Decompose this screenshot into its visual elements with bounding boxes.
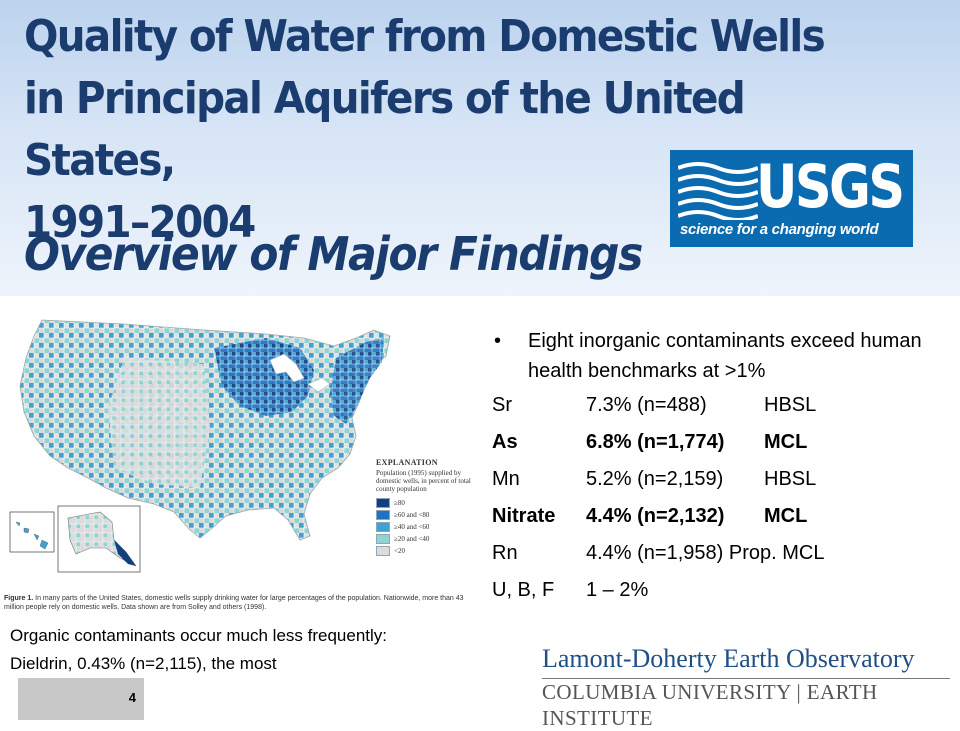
legend-swatch — [376, 546, 390, 556]
title-line-2: in Principal Aquifers of the United Stat… — [24, 73, 746, 186]
upper-midwest-high-use-region — [214, 338, 314, 416]
title-line-1: Quality of Water from Domestic Wells — [24, 11, 826, 62]
legend-row: ≥60 and <80 — [376, 509, 472, 521]
slide-subtitle: Overview of Major Findings — [24, 227, 643, 281]
bullet-text: Eight inorganic contaminants exceed huma… — [528, 330, 922, 382]
legend-row: ≥80 — [376, 497, 472, 509]
legend-swatch — [376, 498, 390, 508]
southeast-mid-use-region — [244, 426, 334, 494]
legend-label: ≥20 and <40 — [394, 535, 430, 543]
hawaii-islands — [15, 521, 49, 550]
contaminant-detail: 1 – 2% — [586, 579, 649, 601]
contaminant-name: Mn — [492, 468, 520, 490]
legend-label: ≥40 and <60 — [394, 523, 430, 531]
alaska-southeast-region — [114, 540, 136, 566]
us-county-map — [9, 319, 391, 573]
legend-label: <20 — [394, 547, 405, 555]
contaminant-detail: 7.3% (n=488) — [586, 394, 707, 416]
legend-swatch — [376, 534, 390, 544]
legend-swatch — [376, 510, 390, 520]
legend-label: ≥80 — [394, 499, 405, 507]
contaminant-benchmark: MCL — [764, 505, 808, 527]
usgs-wave-icon — [678, 162, 758, 220]
usgs-logo: USGS science for a changing world — [670, 150, 913, 247]
map-legend-title: EXPLANATION — [376, 458, 438, 467]
contaminant-name: Nitrate — [492, 505, 556, 527]
legend-row: <20 — [376, 545, 472, 557]
figure-caption: Figure 1. In many parts of the United St… — [4, 594, 474, 612]
hawaii-inset-frame — [9, 511, 55, 553]
map-legend: EXPLANATION Population (1995) supplied b… — [376, 458, 472, 557]
contaminant-benchmark: HBSL — [764, 394, 817, 416]
contaminant-detail: 6.8% (n=1,774) — [586, 431, 725, 453]
ldeo-affiliation: COLUMBIA UNIVERSITY | EARTH INSTITUTE — [542, 680, 878, 730]
organic-line-2: Dieldrin, 0.43% (n=2,115), the most — [10, 654, 277, 673]
domestic-wells-map-figure: EXPLANATION Population (1995) supplied b… — [4, 308, 474, 613]
slide-number-box: 4 — [18, 678, 144, 720]
title-line-3: 1991–2004 — [24, 197, 256, 248]
ldeo-divider — [542, 678, 950, 679]
contaminant-name: U, B, F — [492, 579, 555, 601]
legend-row: ≥20 and <40 — [376, 533, 472, 545]
legend-label: ≥60 and <80 — [394, 511, 430, 519]
northeast-high-use-region — [330, 338, 384, 424]
organic-contaminants-note: Organic contaminants occur much less fre… — [10, 622, 570, 678]
figure-caption-label: Figure 1. — [4, 595, 34, 602]
ldeo-columbia-logo: Lamont-Doherty Earth Observatory COLUMBI… — [542, 642, 952, 731]
contaminant-detail: 5.2% (n=2,159) — [586, 468, 724, 490]
slide-number: 4 — [128, 690, 136, 705]
legend-row: ≥40 and <60 — [376, 521, 472, 533]
organic-line-1: Organic contaminants occur much less fre… — [10, 626, 388, 645]
contaminant-detail: 4.4% (n=2,132) — [586, 505, 725, 527]
ldeo-name: Lamont-Doherty Earth Observatory — [542, 644, 915, 673]
contaminant-detail: 4.4% (n=1,958) Prop. MCL — [586, 542, 825, 564]
contaminant-benchmark: MCL — [764, 431, 808, 453]
plains-low-use-region — [108, 358, 210, 488]
usgs-wordmark: USGS — [756, 152, 905, 222]
usgs-tagline: science for a changing world — [680, 221, 879, 238]
legend-swatch — [376, 522, 390, 532]
contaminant-name: As — [492, 431, 518, 453]
figure-caption-text: In many parts of the United States, dome… — [4, 595, 464, 611]
contaminant-name: Rn — [492, 542, 518, 564]
great-lakes-water — [269, 353, 331, 393]
map-legend-description: Population (1995) supplied by domestic w… — [376, 469, 471, 493]
slide-title: Quality of Water from Domestic Wells in … — [24, 6, 880, 254]
contaminant-name: Sr — [492, 394, 512, 416]
bullet-marker: • — [494, 330, 502, 352]
contaminant-benchmark: HBSL — [764, 468, 817, 490]
